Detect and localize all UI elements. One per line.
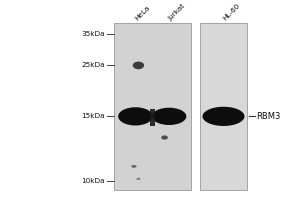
Text: 35kDa: 35kDa [82, 31, 105, 37]
Text: 25kDa: 25kDa [82, 62, 105, 68]
Ellipse shape [161, 135, 168, 140]
Text: 10kDa: 10kDa [82, 178, 105, 184]
Ellipse shape [131, 165, 136, 168]
Text: 15kDa: 15kDa [82, 113, 105, 119]
Bar [150, 109, 155, 126]
Text: HL-60: HL-60 [222, 3, 241, 22]
Bar [114, 23, 190, 190]
Ellipse shape [202, 107, 244, 126]
Bar [200, 23, 247, 190]
Text: Jurkat: Jurkat [168, 3, 187, 22]
Ellipse shape [136, 178, 140, 180]
Ellipse shape [118, 107, 153, 125]
Text: RBM3: RBM3 [256, 112, 281, 121]
Ellipse shape [152, 108, 186, 125]
Ellipse shape [133, 62, 144, 69]
Text: HeLa: HeLa [134, 5, 151, 22]
